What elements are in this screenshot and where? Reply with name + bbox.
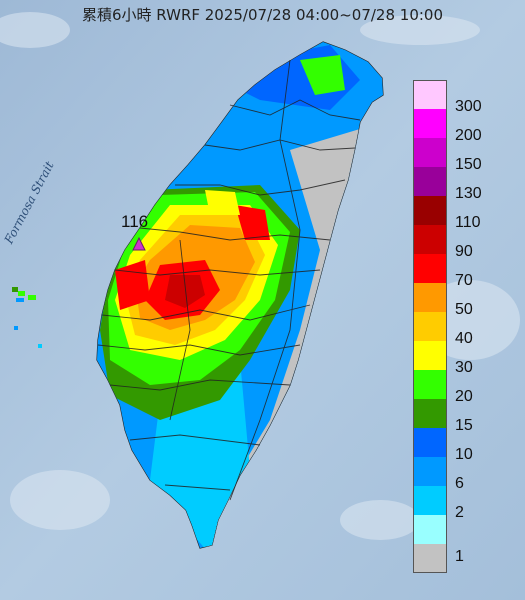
legend-swatch — [413, 138, 447, 167]
legend-label: 90 — [455, 243, 473, 260]
legend-label: 200 — [455, 127, 482, 144]
legend-swatch — [413, 196, 447, 225]
legend-label: 70 — [455, 272, 473, 289]
legend-label: 10 — [455, 446, 473, 463]
legend-label: 40 — [455, 330, 473, 347]
legend-label: 6 — [455, 475, 464, 492]
legend-label: 50 — [455, 301, 473, 318]
legend-label: 110 — [455, 214, 481, 231]
legend-swatch — [413, 457, 447, 486]
legend-swatch — [413, 109, 447, 138]
legend-swatch — [413, 283, 447, 312]
legend-label: 1 — [455, 548, 464, 565]
offshore-echoes — [12, 287, 42, 348]
legend-label: 30 — [455, 359, 473, 376]
legend-swatch — [413, 167, 447, 196]
legend-swatch — [413, 428, 447, 457]
legend-label: 15 — [455, 417, 473, 434]
cloud-texture — [0, 12, 520, 540]
legend-swatch — [413, 515, 447, 544]
legend-swatch — [413, 225, 447, 254]
legend-label: 150 — [455, 156, 482, 173]
legend-label: 20 — [455, 388, 473, 405]
legend-label: 130 — [455, 185, 482, 202]
legend-swatch — [413, 312, 447, 341]
legend-label: 2 — [455, 504, 464, 521]
map-title: 累積6小時 RWRF 2025/07/28 04:00~07/28 10:00 — [81, 6, 444, 24]
legend-swatch — [413, 370, 447, 399]
legend-swatch — [413, 486, 447, 515]
color-legend: 300 200 150 130 110 90 70 50 40 30 20 15 10 6 2 1 — [413, 80, 523, 573]
legend-swatch — [413, 341, 447, 370]
legend-swatch — [413, 80, 447, 109]
max-station-value: 116 — [121, 212, 149, 231]
county-boundaries — [97, 59, 361, 501]
legend-swatch — [413, 544, 447, 573]
legend-swatch — [413, 254, 447, 283]
legend-swatch — [413, 399, 447, 428]
legend-label: 300 — [455, 98, 482, 115]
triangle-marker — [132, 236, 146, 251]
